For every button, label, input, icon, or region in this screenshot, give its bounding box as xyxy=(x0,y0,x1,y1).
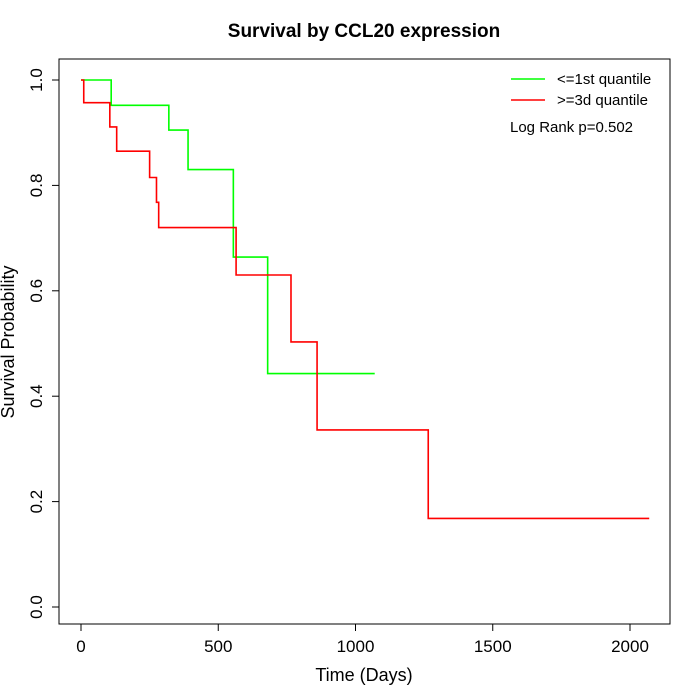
legend-label-1: <=1st quantile xyxy=(557,71,651,88)
y-tick-label: 0.4 xyxy=(27,384,46,408)
y-axis-label: Survival Probability xyxy=(0,265,18,418)
y-tick-label: 0.8 xyxy=(27,174,46,198)
legend: <=1st quantile >=3d quantile xyxy=(511,71,651,109)
x-tick-label: 1000 xyxy=(337,637,375,656)
x-tick-label: 2000 xyxy=(611,637,649,656)
series-line-2 xyxy=(81,79,650,520)
x-tick-label: 1500 xyxy=(474,637,512,656)
x-tick-label: 500 xyxy=(204,637,232,656)
legend-label-2: >=3d quantile xyxy=(557,92,648,109)
y-tick-label: 0.6 xyxy=(27,279,46,303)
log-rank-annotation: Log Rank p=0.502 xyxy=(510,119,633,136)
x-tick-label: 0 xyxy=(76,637,85,656)
chart-title: Survival by CCL20 expression xyxy=(228,21,500,42)
x-axis-label: Time (Days) xyxy=(315,665,412,685)
y-tick-label: 1.0 xyxy=(27,68,46,92)
series-layer xyxy=(81,79,650,520)
series-line-1 xyxy=(81,79,375,375)
x-axis: 0 500 1000 1500 2000 xyxy=(76,623,649,656)
plot-frame xyxy=(58,58,671,625)
y-tick-label: 0.2 xyxy=(27,490,46,514)
y-tick-label: 0.0 xyxy=(27,595,46,619)
y-axis: 0.0 0.2 0.4 0.6 0.8 1.0 xyxy=(27,68,60,619)
